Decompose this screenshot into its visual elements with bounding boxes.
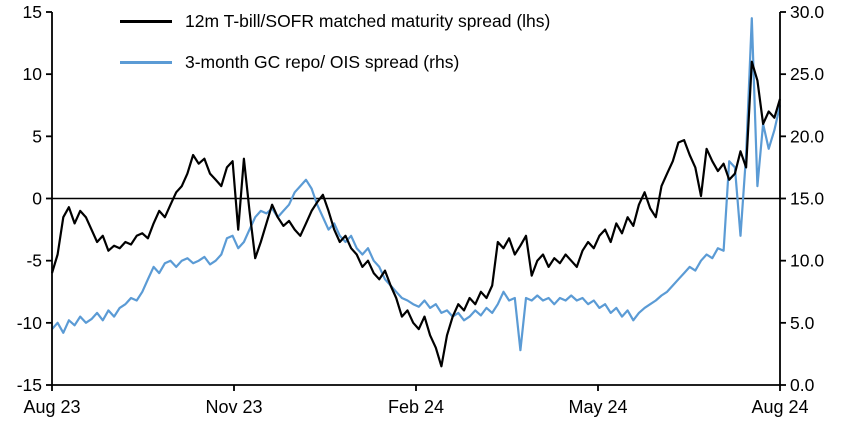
right-axis-tick-label: 20.0 [790,126,824,146]
legend-label-tbill-sofr: 12m T-bill/SOFR matched maturity spread … [185,11,551,31]
x-axis-tick-label: May 24 [568,397,627,417]
left-axis-tick-label: 0 [32,189,42,209]
left-axis-tick-label: 10 [23,64,43,84]
left-axis-tick-label: -10 [17,313,43,333]
legend-line-sample-blue [120,61,172,64]
x-axis-tick-label: Aug 23 [23,397,80,417]
x-axis-tick-label: Aug 24 [751,397,808,417]
right-axis-tick-label: 25.0 [790,64,824,84]
chart-legend: 12m T-bill/SOFR matched maturity spread … [120,8,550,76]
left-axis-tick-label: 5 [32,126,42,146]
legend-item-tbill-sofr-spread: 12m T-bill/SOFR matched maturity spread … [120,8,550,35]
right-axis-tick-label: 0.0 [790,375,815,395]
legend-label-gc-repo-ois: 3-month GC repo/ OIS spread (rhs) [185,52,460,72]
x-axis-tick-label: Feb 24 [388,397,444,417]
legend-item-gc-repo-ois-spread: 3-month GC repo/ OIS spread (rhs) [120,49,550,76]
left-axis-tick-label: -5 [26,251,42,271]
left-axis-tick-label: -15 [17,375,42,395]
series-line-lhs [50,60,782,368]
right-axis-tick-label: 30.0 [790,2,824,22]
right-axis-tick-label: 15.0 [790,189,824,209]
left-axis-tick-label: 15 [23,2,42,22]
legend-line-sample-black [120,20,172,23]
x-axis-tick-label: Nov 23 [205,397,262,417]
right-axis-tick-label: 10.0 [790,251,824,271]
series-line-rhs [51,17,782,352]
right-axis-tick-label: 5.0 [790,313,815,333]
